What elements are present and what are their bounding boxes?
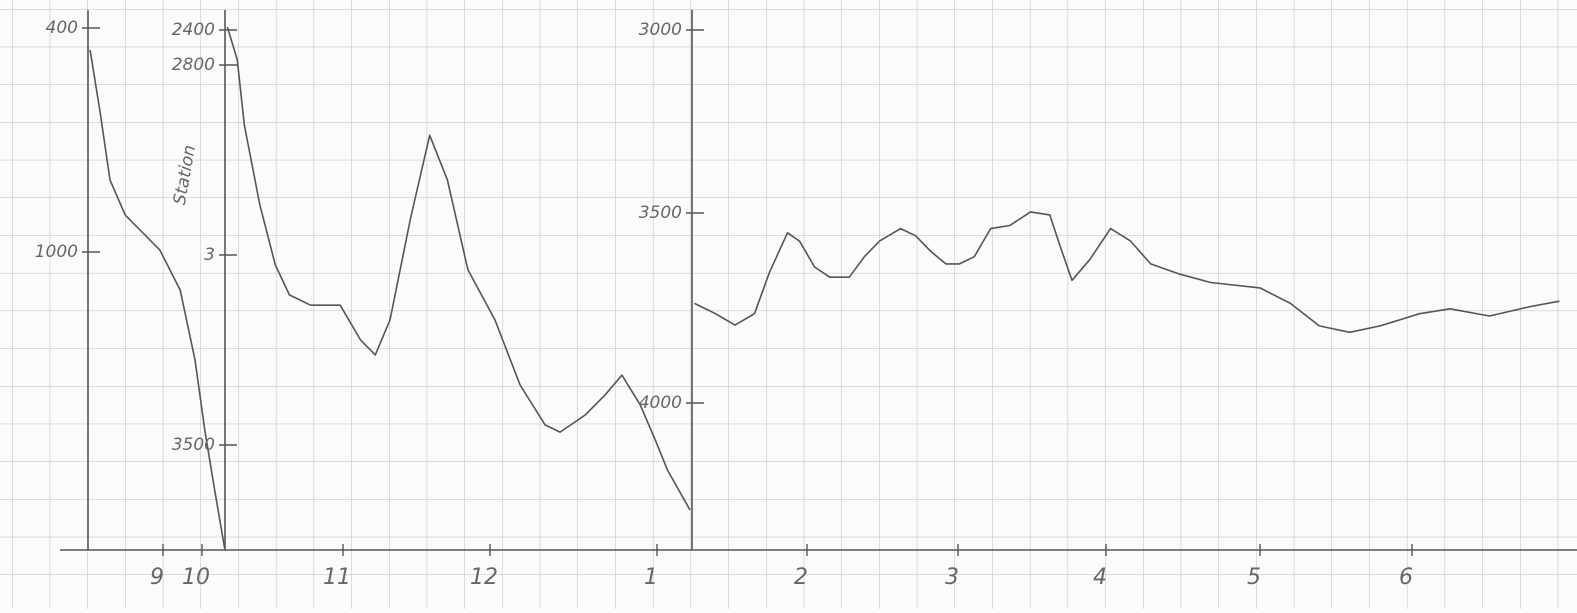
- x-tick-label: 1: [644, 565, 658, 590]
- y-tick-label: 2800: [172, 55, 215, 75]
- x-tick-label: 12: [470, 565, 498, 590]
- y-tick-label: 3500: [639, 203, 682, 223]
- x-tick-label: 11: [323, 565, 351, 590]
- x-tick-label: 4: [1093, 565, 1107, 590]
- x-tick-label: 6: [1399, 565, 1413, 590]
- x-tick-label: 3: [945, 565, 959, 590]
- x-tick-label: 10: [182, 565, 210, 590]
- profile-line: [226, 26, 691, 511]
- y-tick-label: 3500: [172, 435, 215, 455]
- y-tick-label: 4000: [639, 393, 682, 413]
- y-tick-label: 1000: [35, 242, 78, 262]
- x-tick-label: 9: [150, 565, 164, 590]
- x-tick-label: 5: [1247, 565, 1261, 590]
- y-tick-label: 3000: [639, 20, 682, 40]
- profile-line: [694, 211, 1560, 334]
- x-tick-label: 2: [794, 565, 808, 590]
- y-tick-label: 2400: [172, 20, 215, 40]
- y-tick-label: 3: [204, 245, 215, 265]
- y-tick-label: 400: [46, 18, 78, 38]
- profile-line: [89, 49, 226, 549]
